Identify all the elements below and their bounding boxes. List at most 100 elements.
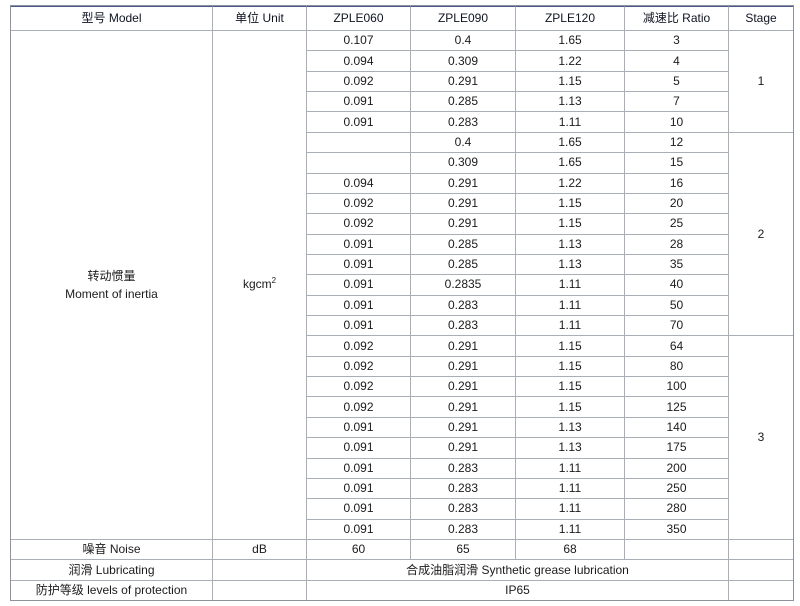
inertia-value-cell: 0.091 [307, 438, 411, 459]
lubricating-empty-stage-cell [729, 560, 793, 581]
inertia-value-cell: 0.291 [411, 356, 516, 378]
inertia-row: 0.091 0.285 1.13 7 [11, 92, 793, 113]
inertia-value-cell: 1.65 [516, 31, 625, 52]
inertia-value-cell: 0.283 [411, 112, 516, 133]
inertia-value-cell: 0.092 [307, 356, 411, 378]
inertia-value-cell: 0.092 [307, 214, 411, 235]
inertia-value-cell: 0.283 [411, 316, 516, 337]
inertia-value-cell: 0.092 [307, 336, 411, 357]
ratio-value-cell: 64 [625, 336, 729, 357]
inertia-value-cell: 1.11 [516, 478, 625, 500]
inertia-row: 0.091 0.283 1.11 10 [11, 112, 793, 133]
inertia-value-cell: 1.15 [516, 397, 625, 418]
inertia-value-cell: 0.4 [411, 132, 516, 154]
inertia-value-cell: 1.13 [516, 254, 625, 276]
inertia-value-cell: 0.291 [411, 193, 516, 215]
column-header-ratio: 减速比 Ratio [625, 6, 729, 31]
inertia-value-cell: 0.291 [411, 438, 516, 459]
noise-empty-stage-cell [729, 539, 793, 561]
inertia-value-cell: 1.65 [516, 132, 625, 154]
protection-unit-cell [213, 580, 307, 600]
inertia-value-cell: 0.309 [411, 51, 516, 72]
lubricating-label-cell: 润滑 Lubricating [11, 560, 213, 581]
ratio-value-cell: 7 [625, 92, 729, 113]
ratio-value-cell: 15 [625, 153, 729, 174]
ratio-value-cell: 5 [625, 71, 729, 93]
inertia-value-cell: 1.15 [516, 71, 625, 93]
inertia-row: 0.309 1.65 15 [11, 153, 793, 174]
inertia-value-cell: 0.091 [307, 234, 411, 255]
ratio-value-cell: 250 [625, 478, 729, 500]
inertia-row: 0.091 0.283 1.11 70 [11, 316, 793, 337]
inertia-value-cell: 1.22 [516, 173, 625, 194]
inertia-value-cell: 1.15 [516, 193, 625, 215]
noise-label-cell: 噪音 Noise [11, 539, 213, 561]
column-header-unit: 单位 Unit [213, 6, 307, 31]
inertia-value-cell: 0.2835 [411, 275, 516, 296]
inertia-value-cell: 1.15 [516, 214, 625, 235]
ratio-value-cell: 50 [625, 295, 729, 317]
inertia-value-cell: 0.285 [411, 92, 516, 113]
inertia-value-cell: 0.291 [411, 71, 516, 93]
inertia-row: 0.094 0.291 1.22 16 [11, 173, 793, 194]
inertia-row: 0.091 0.283 1.11 250 [11, 478, 793, 500]
stage-cell: 3 [729, 336, 793, 540]
inertia-value-cell: 0.283 [411, 499, 516, 520]
inertia-value-cell: 1.15 [516, 336, 625, 357]
header-row: 型号 Model 单位 Unit ZPLE060 ZPLE090 ZPLE120 减速比 … [11, 6, 793, 31]
inertia-label-zh: 转动惯量 [87, 268, 136, 283]
inertia-value-cell [307, 153, 411, 174]
ratio-value-cell: 125 [625, 397, 729, 418]
inertia-row: 0.091 0.283 1.11 350 [11, 519, 793, 540]
inertia-value-cell: 0.091 [307, 316, 411, 337]
ratio-value-cell: 100 [625, 377, 729, 398]
inertia-value-cell: 0.285 [411, 254, 516, 276]
inertia-value-cell: 0.092 [307, 193, 411, 215]
column-header-zple090: ZPLE090 [411, 6, 516, 31]
inertia-value-cell: 0.091 [307, 112, 411, 133]
inertia-value-cell: 1.13 [516, 438, 625, 459]
column-header-zple060: ZPLE060 [307, 6, 411, 31]
inertia-value-cell: 1.11 [516, 295, 625, 317]
spec-table: 型号 Model 单位 Unit ZPLE060 ZPLE090 ZPLE120 减速比 … [10, 5, 794, 601]
protection-empty-stage-cell [729, 580, 793, 600]
protection-label-cell: 防护等级 levels of protection [11, 580, 213, 600]
inertia-value-cell: 0.283 [411, 519, 516, 540]
lubricating-value-cell: 合成油脂润滑 Synthetic grease lubrication [307, 560, 729, 581]
noise-empty-ratio-cell [625, 539, 729, 561]
stage-cell: 2 [729, 132, 793, 337]
inertia-label-cell: 转动惯量 Moment of inertia [11, 31, 213, 540]
ratio-value-cell: 140 [625, 417, 729, 439]
noise-unit-cell: dB [213, 539, 307, 561]
inertia-row: 0.094 0.309 1.22 4 [11, 51, 793, 72]
inertia-row: 0.091 0.2835 1.11 40 [11, 275, 793, 296]
inertia-value-cell: 1.13 [516, 417, 625, 439]
inertia-value-cell: 0.283 [411, 295, 516, 317]
inertia-value-cell [307, 132, 411, 154]
inertia-row: 0.091 0.285 1.13 35 [11, 254, 793, 276]
inertia-value-cell: 0.094 [307, 173, 411, 194]
inertia-row: 0.092 0.291 1.15 64 3 [11, 336, 793, 540]
inertia-value-cell: 0.283 [411, 478, 516, 500]
column-header-model: 型号 Model [11, 6, 213, 31]
inertia-value-cell: 0.092 [307, 71, 411, 93]
inertia-row: 0.092 0.291 1.15 5 [11, 71, 793, 93]
inertia-row: 0.091 0.283 1.11 200 [11, 458, 793, 479]
inertia-row: 0.092 0.291 1.15 100 [11, 377, 793, 398]
spec-table-body: 转动惯量 Moment of inertia kgcm2 0.107 0.4 1.65 3 1… [11, 31, 793, 600]
unit-base: kgcm [242, 277, 272, 292]
inertia-value-cell: 0.091 [307, 458, 411, 479]
inertia-value-cell: 0.094 [307, 51, 411, 72]
inertia-row: 0.4 1.65 12 2 [11, 132, 793, 337]
ratio-value-cell: 350 [625, 519, 729, 540]
ratio-value-cell: 70 [625, 316, 729, 337]
ratio-value-cell: 10 [625, 112, 729, 133]
inertia-row: 0.091 0.283 1.11 50 [11, 295, 793, 317]
stage-cell: 1 [729, 31, 793, 133]
inertia-row: 0.092 0.291 1.15 125 [11, 397, 793, 418]
ratio-value-cell: 80 [625, 356, 729, 378]
inertia-value-cell: 1.11 [516, 112, 625, 133]
spec-table-container: 型号 Model 单位 Unit ZPLE060 ZPLE090 ZPLE120 减速比 … [10, 5, 794, 601]
ratio-value-cell: 4 [625, 51, 729, 72]
inertia-value-cell: 0.291 [411, 173, 516, 194]
